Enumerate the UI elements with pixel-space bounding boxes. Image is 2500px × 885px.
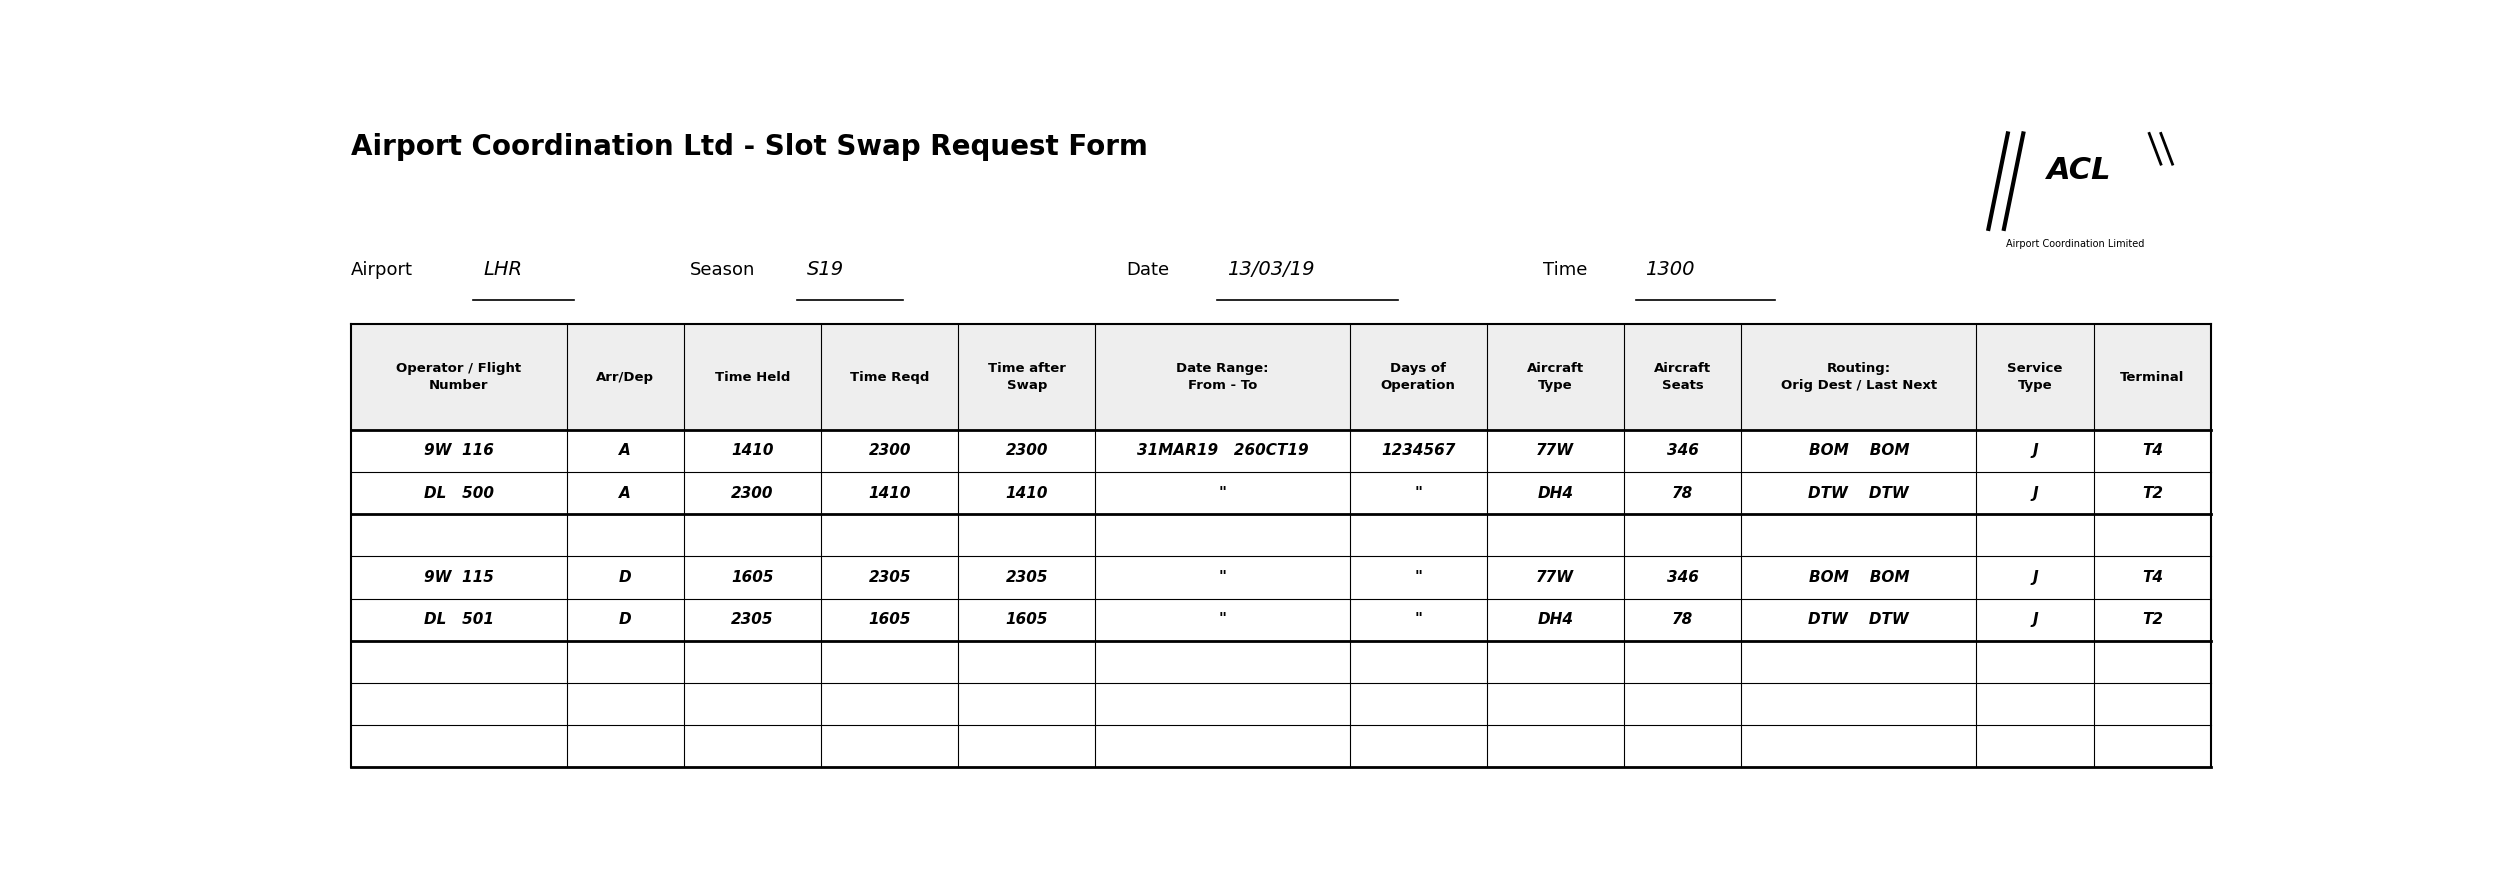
- Text: 1605: 1605: [732, 570, 775, 585]
- Text: DL   500: DL 500: [425, 486, 495, 501]
- Text: T2: T2: [2142, 486, 2162, 501]
- Text: Operator / Flight
Number: Operator / Flight Number: [398, 362, 522, 392]
- Text: Days of
Operation: Days of Operation: [1380, 362, 1455, 392]
- Text: 1605: 1605: [1005, 612, 1048, 627]
- Text: Routing:
Orig Dest / Last Next: Routing: Orig Dest / Last Next: [1780, 362, 1938, 392]
- Text: 2300: 2300: [732, 486, 775, 501]
- Text: Date Range:
From - To: Date Range: From - To: [1178, 362, 1270, 392]
- Text: 1410: 1410: [732, 443, 775, 458]
- Text: ACL: ACL: [2047, 157, 2110, 186]
- Text: 2305: 2305: [867, 570, 910, 585]
- Text: S19: S19: [808, 260, 842, 280]
- Text: 9W  115: 9W 115: [425, 570, 495, 585]
- Text: Time after
Swap: Time after Swap: [988, 362, 1065, 392]
- Text: J: J: [2032, 570, 2037, 585]
- Text: J: J: [2032, 486, 2037, 501]
- Text: D: D: [620, 570, 632, 585]
- Text: Service
Type: Service Type: [2008, 362, 2062, 392]
- Text: 77W: 77W: [1538, 570, 1575, 585]
- Text: BOM    BOM: BOM BOM: [1808, 443, 1910, 458]
- Text: 1605: 1605: [867, 612, 910, 627]
- Bar: [350, 324, 2212, 430]
- Text: 2300: 2300: [867, 443, 910, 458]
- Text: 2305: 2305: [732, 612, 775, 627]
- Text: 13/03/19: 13/03/19: [1228, 260, 1315, 280]
- Text: DH4: DH4: [1538, 486, 1572, 501]
- Text: Aircraft
Seats: Aircraft Seats: [1655, 362, 1710, 392]
- Text: 2300: 2300: [1005, 443, 1048, 458]
- Text: Season: Season: [690, 261, 755, 279]
- Text: Aircraft
Type: Aircraft Type: [1528, 362, 1585, 392]
- Text: Time Held: Time Held: [715, 371, 790, 383]
- Text: 78: 78: [1672, 486, 1692, 501]
- Text: Time: Time: [1542, 261, 1588, 279]
- Text: 1410: 1410: [867, 486, 910, 501]
- Text: J: J: [2032, 612, 2037, 627]
- Text: 9W  116: 9W 116: [425, 443, 495, 458]
- Text: ": ": [1415, 570, 1422, 585]
- Text: 346: 346: [1668, 443, 1698, 458]
- Text: Date: Date: [1125, 261, 1170, 279]
- Text: 78: 78: [1672, 612, 1692, 627]
- Text: T2: T2: [2142, 612, 2162, 627]
- Text: Arr/Dep: Arr/Dep: [598, 371, 655, 383]
- Text: 346: 346: [1668, 570, 1698, 585]
- Text: D: D: [620, 612, 632, 627]
- Text: 1410: 1410: [1005, 486, 1048, 501]
- Text: ": ": [1218, 612, 1228, 627]
- Text: A: A: [620, 486, 630, 501]
- Text: DTW    DTW: DTW DTW: [1808, 486, 1910, 501]
- Text: Airport: Airport: [350, 261, 413, 279]
- Text: J: J: [2032, 443, 2037, 458]
- Text: DL   501: DL 501: [425, 612, 495, 627]
- Text: T4: T4: [2142, 443, 2162, 458]
- Text: T4: T4: [2142, 570, 2162, 585]
- Text: 1234567: 1234567: [1380, 443, 1455, 458]
- Text: Airport Coordination Ltd - Slot Swap Request Form: Airport Coordination Ltd - Slot Swap Req…: [350, 134, 1148, 161]
- Text: 1300: 1300: [1645, 260, 1695, 280]
- Text: 2305: 2305: [1005, 570, 1048, 585]
- Text: BOM    BOM: BOM BOM: [1808, 570, 1910, 585]
- Text: DTW    DTW: DTW DTW: [1808, 612, 1910, 627]
- Text: 77W: 77W: [1538, 443, 1575, 458]
- Text: Airport Coordination Limited: Airport Coordination Limited: [2008, 239, 2145, 250]
- Text: ": ": [1415, 612, 1422, 627]
- Text: ": ": [1218, 486, 1228, 501]
- Text: 31MAR19   260CT19: 31MAR19 260CT19: [1138, 443, 1308, 458]
- Text: Terminal: Terminal: [2120, 371, 2185, 383]
- Text: LHR: LHR: [482, 260, 522, 280]
- Text: ": ": [1218, 570, 1228, 585]
- Text: DH4: DH4: [1538, 612, 1572, 627]
- Text: Time Reqd: Time Reqd: [850, 371, 930, 383]
- Text: A: A: [620, 443, 630, 458]
- Text: ": ": [1415, 486, 1422, 501]
